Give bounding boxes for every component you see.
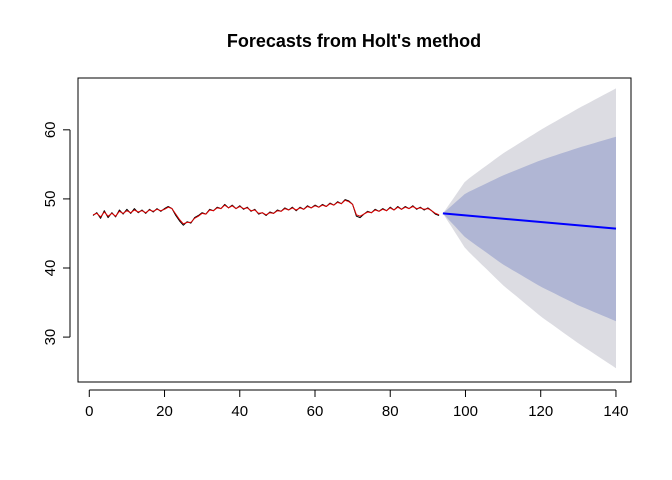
y-axis: 30 40 50 60 [42, 121, 71, 346]
x-tick-label: 120 [528, 403, 553, 420]
y-tick-label: 30 [42, 329, 59, 346]
x-tick-label: 0 [85, 403, 93, 420]
x-tick-label: 20 [156, 403, 173, 420]
series-line-fitted [92, 199, 440, 225]
x-tick-label: 80 [382, 403, 399, 420]
prediction-bands [442, 88, 616, 369]
x-tick-label: 140 [603, 403, 628, 420]
x-tick-label: 40 [231, 403, 248, 420]
y-tick-label: 60 [42, 121, 59, 138]
y-tick-label: 50 [42, 191, 59, 208]
band-80-percent [442, 136, 616, 322]
y-tick-label: 40 [42, 260, 59, 277]
series-lines [92, 199, 617, 230]
x-axis: 0 20 40 60 80 100 120 140 [85, 389, 628, 420]
chart-title: Forecasts from Holt's method [227, 31, 481, 51]
series-line-forecast [442, 212, 617, 230]
x-tick-label: 60 [307, 403, 324, 420]
plot-frame [77, 77, 632, 383]
x-tick-label: 100 [453, 403, 478, 420]
